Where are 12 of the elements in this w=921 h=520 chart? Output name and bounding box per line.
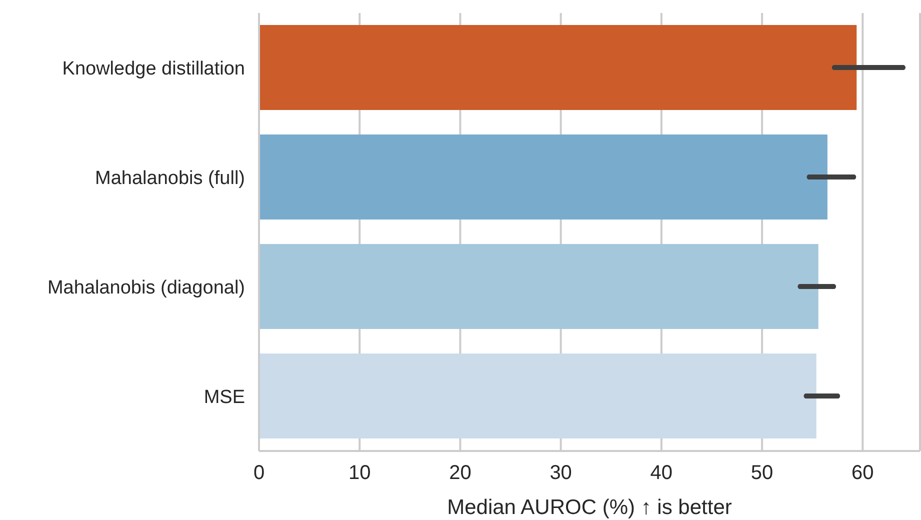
x-tick-label: 60	[852, 462, 874, 484]
y-tick-label: Mahalanobis (diagonal)	[47, 277, 245, 298]
y-tick-label: Knowledge distillation	[62, 58, 245, 80]
x-tick-label: 40	[650, 462, 673, 484]
x-axis-title: Median AUROC (%) ↑ is better	[447, 496, 732, 519]
x-tick-label: 50	[750, 462, 774, 484]
x-tick-label: 0	[253, 462, 265, 484]
y-tick-label: Mahalanobis (full)	[95, 168, 245, 189]
x-tick-label: 20	[449, 462, 472, 484]
x-tick-label: 30	[550, 462, 572, 484]
x-tick-label: 10	[348, 462, 371, 484]
y-tick-label: MSE	[204, 386, 245, 408]
